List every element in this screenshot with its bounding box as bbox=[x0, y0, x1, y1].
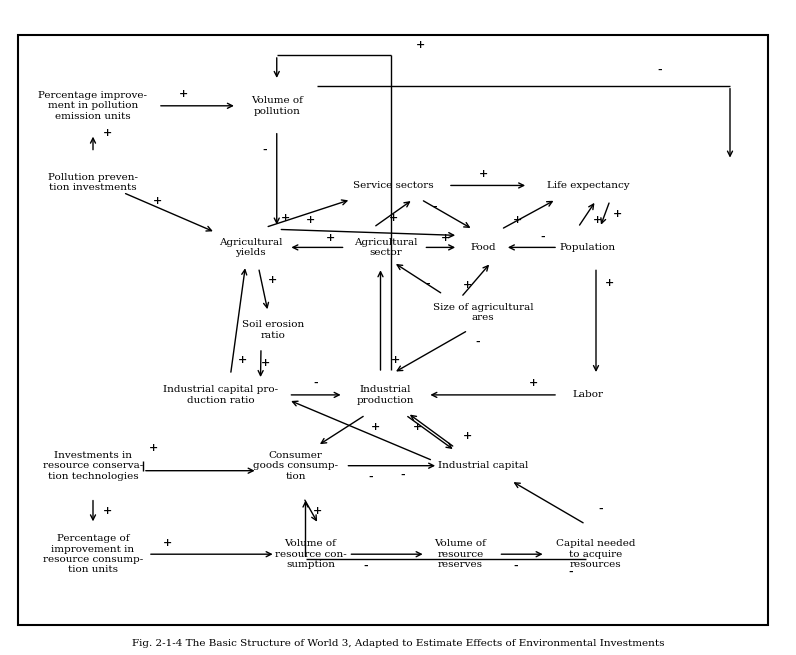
Text: -: - bbox=[657, 66, 662, 76]
Text: -: - bbox=[513, 561, 518, 572]
Text: +: + bbox=[463, 279, 473, 290]
Text: -: - bbox=[363, 561, 368, 572]
Text: +: + bbox=[103, 505, 111, 516]
Text: Food: Food bbox=[470, 243, 496, 252]
Text: Agricultural
sector: Agricultural sector bbox=[353, 238, 417, 257]
Text: +: + bbox=[306, 214, 315, 225]
Text: +: + bbox=[260, 356, 270, 367]
Text: +: + bbox=[268, 274, 277, 285]
Text: +: + bbox=[513, 214, 523, 225]
Text: +: + bbox=[154, 195, 162, 206]
Text: Industrial
production: Industrial production bbox=[357, 385, 414, 405]
Text: Pollution preven-
tion investments: Pollution preven- tion investments bbox=[48, 173, 138, 192]
Text: -: - bbox=[540, 232, 545, 243]
Text: -: - bbox=[598, 504, 603, 515]
Text: Investments in
resource conserva-
tion technologies: Investments in resource conserva- tion t… bbox=[43, 451, 143, 481]
Text: Capital needed
to acquire
resources: Capital needed to acquire resources bbox=[556, 539, 635, 569]
Text: +: + bbox=[463, 430, 473, 441]
Text: Labor: Labor bbox=[572, 390, 603, 400]
Text: +: + bbox=[614, 208, 622, 219]
Text: Percentage improve-
ment in pollution
emission units: Percentage improve- ment in pollution em… bbox=[38, 91, 147, 121]
Text: Volume of
pollution: Volume of pollution bbox=[251, 96, 302, 115]
Text: Industrial capital: Industrial capital bbox=[438, 461, 529, 470]
Text: Volume of
resource con-
sumption: Volume of resource con- sumption bbox=[275, 539, 346, 569]
Text: Life expectancy: Life expectancy bbox=[547, 181, 630, 190]
Text: +: + bbox=[178, 88, 188, 100]
Text: Service sectors: Service sectors bbox=[353, 181, 433, 190]
Text: Percentage of
improvement in
resource consump-
tion units: Percentage of improvement in resource co… bbox=[43, 534, 143, 574]
Text: +: + bbox=[606, 277, 615, 288]
Text: +: + bbox=[371, 421, 380, 432]
Text: -: - bbox=[313, 377, 318, 388]
Text: Industrial capital pro-
duction ratio: Industrial capital pro- duction ratio bbox=[163, 385, 278, 405]
Text: +: + bbox=[326, 232, 335, 243]
Text: +: + bbox=[389, 212, 398, 223]
Text: +: + bbox=[148, 442, 158, 453]
Text: Agricultural
yields: Agricultural yields bbox=[219, 238, 283, 257]
Text: +: + bbox=[478, 168, 488, 179]
Text: +: + bbox=[281, 212, 290, 223]
Text: +: + bbox=[163, 536, 173, 548]
Text: +: + bbox=[238, 354, 247, 365]
Text: -: - bbox=[426, 279, 431, 290]
Text: -: - bbox=[263, 145, 267, 157]
Text: +: + bbox=[103, 127, 111, 138]
Text: Population: Population bbox=[560, 243, 616, 252]
Text: +: + bbox=[529, 377, 537, 388]
Text: -: - bbox=[433, 202, 437, 213]
Text: +: + bbox=[391, 354, 400, 365]
Text: Soil erosion
ratio: Soil erosion ratio bbox=[242, 320, 304, 340]
Text: Size of agricultural
ares: Size of agricultural ares bbox=[433, 303, 533, 322]
Text: +: + bbox=[313, 505, 322, 516]
Text: -: - bbox=[568, 567, 573, 578]
Text: +: + bbox=[416, 39, 425, 50]
Text: +: + bbox=[413, 421, 422, 432]
Text: +: + bbox=[441, 232, 450, 243]
Text: Fig. 2-1-4 The Basic Structure of World 3, Adapted to Estimate Effects of Enviro: Fig. 2-1-4 The Basic Structure of World … bbox=[132, 639, 664, 648]
Text: Consumer
goods consump-
tion: Consumer goods consump- tion bbox=[253, 451, 338, 481]
Text: Volume of
resource
reserves: Volume of resource reserves bbox=[435, 539, 486, 569]
Text: -: - bbox=[369, 472, 373, 483]
Text: -: - bbox=[476, 337, 480, 348]
Text: -: - bbox=[400, 470, 405, 481]
Text: +: + bbox=[593, 214, 603, 225]
